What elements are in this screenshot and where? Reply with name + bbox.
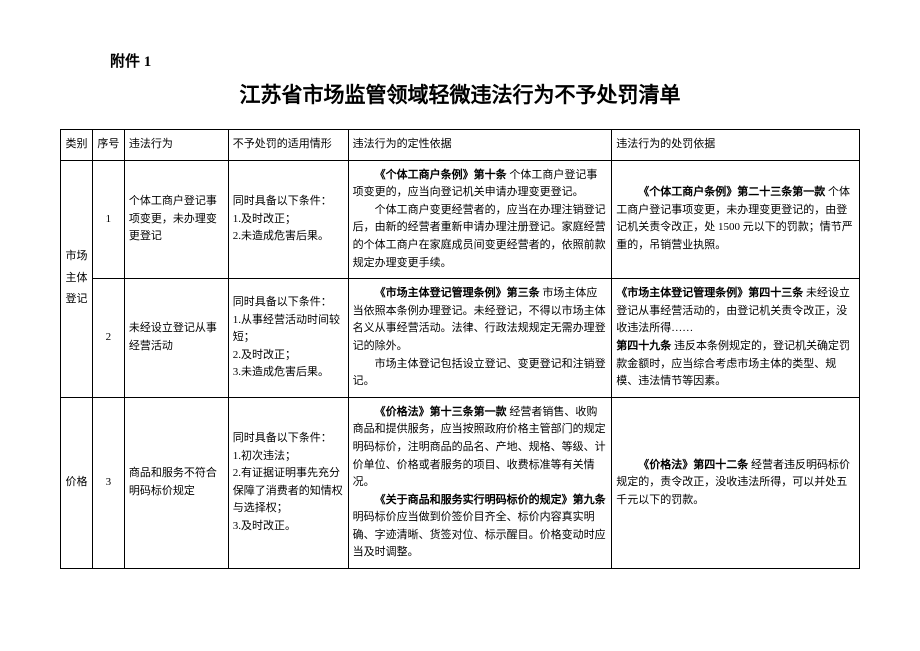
cond-intro: 同时具备以下条件： (233, 296, 332, 308)
basis-bold: 《市场主体登记管理条例》第三条 (375, 287, 540, 299)
penalty-3: 《价格法》第四十二条 经营者违反明码标价规定的，责令改正，没收违法所得，可以并处… (612, 397, 860, 568)
penalty-para: 第四十九条 违反本条例规定的，登记机关确定罚款金额时，应当综合考虑市场主体的类型… (616, 340, 850, 387)
penalty-bold: 第四十九条 (616, 340, 671, 352)
header-penalty: 违法行为的处罚依据 (612, 130, 860, 161)
basis-para: 《关于商品和服务实行明码标价的规定》第九条 明码标价应当做到价签价目齐全、标价内… (353, 492, 608, 562)
header-condition: 不予处罚的适用情形 (228, 130, 348, 161)
basis-para: 《市场主体登记管理条例》第三条 市场主体应当依照本条例办理登记。未经登记，不得以… (353, 285, 608, 355)
penalty-2: 《市场主体登记管理条例》第四十三条 未经设立登记从事经营活动的，由登记机关责令改… (612, 279, 860, 398)
basis-bold: 《个体工商户条例》第十条 (375, 169, 507, 181)
cond-item: 2.未造成危害后果。 (233, 230, 329, 242)
cond-intro: 同时具备以下条件： (233, 432, 332, 444)
condition-3: 同时具备以下条件： 1.初次违法； 2.有证据证明事先充分保障了消费者的知情权与… (228, 397, 348, 568)
header-category: 类别 (61, 130, 93, 161)
basis-para: 市场主体登记包括设立登记、变更登记和注销登记。 (353, 356, 608, 391)
header-basis: 违法行为的定性依据 (348, 130, 612, 161)
penalty-para: 《价格法》第四十二条 经营者违反明码标价规定的，责令改正，没收违法所得，可以并处… (616, 457, 855, 510)
condition-1: 同时具备以下条件： 1.及时改正； 2.未造成危害后果。 (228, 160, 348, 279)
condition-2: 同时具备以下条件： 1.从事经营活动时间较短； 2.及时改正； 3.未造成危害后… (228, 279, 348, 398)
basis-text: 经营者销售、收购商品和提供服务，应当按照政府价格主管部门的规定明码标价，注明商品… (353, 406, 606, 488)
category-char: 市场 (65, 248, 88, 266)
table-row: 价格 3 商品和服务不符合明码标价规定 同时具备以下条件： 1.初次违法； 2.… (61, 397, 860, 568)
penalty-bold: 《个体工商户条例》第二十三条第一款 (638, 186, 825, 198)
penalty-para: 《市场主体登记管理条例》第四十三条 未经设立登记从事经营活动的，由登记机关责令改… (616, 287, 850, 334)
table-row: 2 未经设立登记从事经营活动 同时具备以下条件： 1.从事经营活动时间较短； 2… (61, 279, 860, 398)
cond-item: 2.及时改正； (233, 349, 296, 361)
cond-item: 1.初次违法； (233, 450, 296, 462)
regulation-table: 类别 序号 违法行为 不予处罚的适用情形 违法行为的定性依据 违法行为的处罚依据… (60, 129, 860, 569)
cond-intro: 同时具备以下条件： (233, 195, 332, 207)
penalty-bold: 《价格法》第四十二条 (638, 459, 748, 471)
cond-item: 3.未造成危害后果。 (233, 366, 329, 378)
basis-2: 《市场主体登记管理条例》第三条 市场主体应当依照本条例办理登记。未经登记，不得以… (348, 279, 612, 398)
violation-1: 个体工商户登记事项变更，未办理变更登记 (124, 160, 228, 279)
table-row: 市场 主体 登记 1 个体工商户登记事项变更，未办理变更登记 同时具备以下条件：… (61, 160, 860, 279)
basis-3: 《价格法》第十三条第一款 经营者销售、收购商品和提供服务，应当按照政府价格主管部… (348, 397, 612, 568)
basis-bold: 《关于商品和服务实行明码标价的规定》第九条 (375, 494, 606, 506)
header-violation: 违法行为 (124, 130, 228, 161)
violation-3: 商品和服务不符合明码标价规定 (124, 397, 228, 568)
category-market: 市场 主体 登记 (61, 160, 93, 397)
cond-item: 1.及时改正； (233, 213, 296, 225)
category-char: 登记 (65, 291, 88, 309)
header-seq: 序号 (92, 130, 124, 161)
basis-bold: 《价格法》第十三条第一款 (375, 406, 507, 418)
attachment-label: 附件 1 (110, 50, 860, 71)
page-title: 江苏省市场监管领域轻微违法行为不予处罚清单 (60, 79, 860, 109)
penalty-para: 《个体工商户条例》第二十三条第一款 个体工商户登记事项变更，未办理变更登记的，由… (616, 184, 855, 254)
category-price: 价格 (61, 397, 93, 568)
category-char: 主体 (65, 270, 88, 288)
basis-para: 《价格法》第十三条第一款 经营者销售、收购商品和提供服务，应当按照政府价格主管部… (353, 404, 608, 492)
violation-2: 未经设立登记从事经营活动 (124, 279, 228, 398)
cond-item: 3.及时改正。 (233, 520, 296, 532)
seq-1: 1 (92, 160, 124, 279)
penalty-1: 《个体工商户条例》第二十三条第一款 个体工商户登记事项变更，未办理变更登记的，由… (612, 160, 860, 279)
penalty-bold: 《市场主体登记管理条例》第四十三条 (616, 287, 803, 299)
basis-text: 明码标价应当做到价签价目齐全、标价内容真实明确、字迹清晰、货签对位、标示醒目。价… (353, 511, 606, 558)
seq-3: 3 (92, 397, 124, 568)
table-header-row: 类别 序号 违法行为 不予处罚的适用情形 违法行为的定性依据 违法行为的处罚依据 (61, 130, 860, 161)
seq-2: 2 (92, 279, 124, 398)
basis-para: 个体工商户变更经营者的，应当在办理注销登记后，由新的经营者重新申请办理注册登记。… (353, 202, 608, 272)
basis-para: 《个体工商户条例》第十条 个体工商户登记事项变更的，应当向登记机关申请办理变更登… (353, 167, 608, 202)
cond-item: 1.从事经营活动时间较短； (233, 314, 340, 344)
basis-1: 《个体工商户条例》第十条 个体工商户登记事项变更的，应当向登记机关申请办理变更登… (348, 160, 612, 279)
cond-item: 2.有证据证明事先充分保障了消费者的知情权与选择权； (233, 467, 343, 514)
